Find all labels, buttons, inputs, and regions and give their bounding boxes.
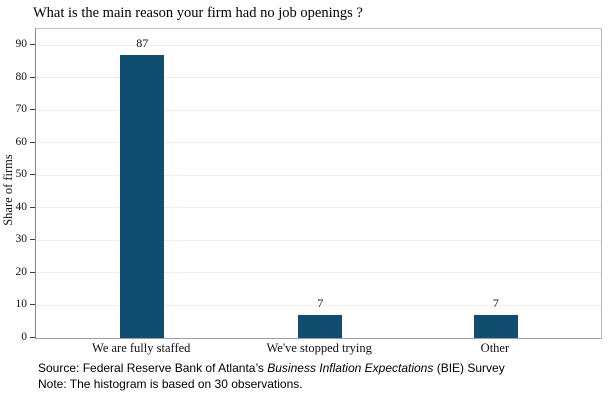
- y-tick-label: 50: [15, 168, 28, 181]
- x-category-label: We are fully staffed: [92, 341, 191, 355]
- y-tick-mark: [30, 239, 35, 241]
- x-category-label: Other: [480, 341, 510, 355]
- y-tick-label: 60: [15, 135, 28, 148]
- source-note: Source: Federal Reserve Bank of Atlanta’…: [38, 361, 598, 377]
- plot-area: 87 7 7: [35, 28, 602, 339]
- y-tick-label: 10: [15, 298, 28, 311]
- y-tick-mark: [30, 304, 35, 306]
- bar-value-label: 87: [136, 36, 149, 51]
- y-tick-label: 0: [21, 331, 27, 343]
- y-tick-mark: [30, 271, 35, 273]
- y-tick-mark: [30, 76, 35, 78]
- y-tick-label: 20: [15, 265, 28, 278]
- gridline: [36, 77, 601, 79]
- y-tick-label: 30: [15, 233, 28, 246]
- source-note-survey-name: Business Inflation Expectations: [267, 361, 434, 375]
- observations-note: Note: The histogram is based on 30 obser…: [38, 376, 303, 391]
- chart-notes: Source: Federal Reserve Bank of Atlanta’…: [38, 361, 598, 392]
- chart-title: What is the main reason your firm had no…: [33, 5, 363, 21]
- gridline: [36, 272, 601, 274]
- gridline: [36, 304, 601, 306]
- bar-3: [473, 315, 518, 338]
- gridline: [36, 207, 601, 209]
- y-tick-mark: [30, 337, 35, 338]
- y-tick-mark: [30, 44, 35, 46]
- bar-value-label: 7: [492, 296, 499, 311]
- gridline: [36, 142, 601, 144]
- y-tick-label: 70: [15, 103, 28, 116]
- gridline: [36, 44, 601, 46]
- y-tick-mark: [30, 174, 35, 176]
- source-note-suffix: (BIE) Survey: [433, 361, 505, 375]
- gridline: [36, 109, 601, 111]
- y-tick-mark: [30, 141, 35, 143]
- y-tick-mark: [30, 206, 35, 208]
- y-tick-mark: [30, 109, 35, 111]
- source-note-prefix: Source: Federal Reserve Bank of Atlanta’…: [38, 361, 268, 375]
- y-tick-label: 40: [15, 200, 28, 213]
- y-tick-label: 90: [15, 38, 28, 51]
- gridline: [36, 174, 601, 176]
- bar-value-label: 7: [317, 296, 324, 311]
- x-category-label: We've stopped trying: [266, 341, 372, 355]
- y-axis-title: Share of firms: [1, 154, 15, 226]
- bar-1: [120, 55, 165, 338]
- bar-2: [298, 315, 343, 338]
- gridline: [36, 239, 601, 241]
- y-tick-label: 80: [15, 70, 28, 83]
